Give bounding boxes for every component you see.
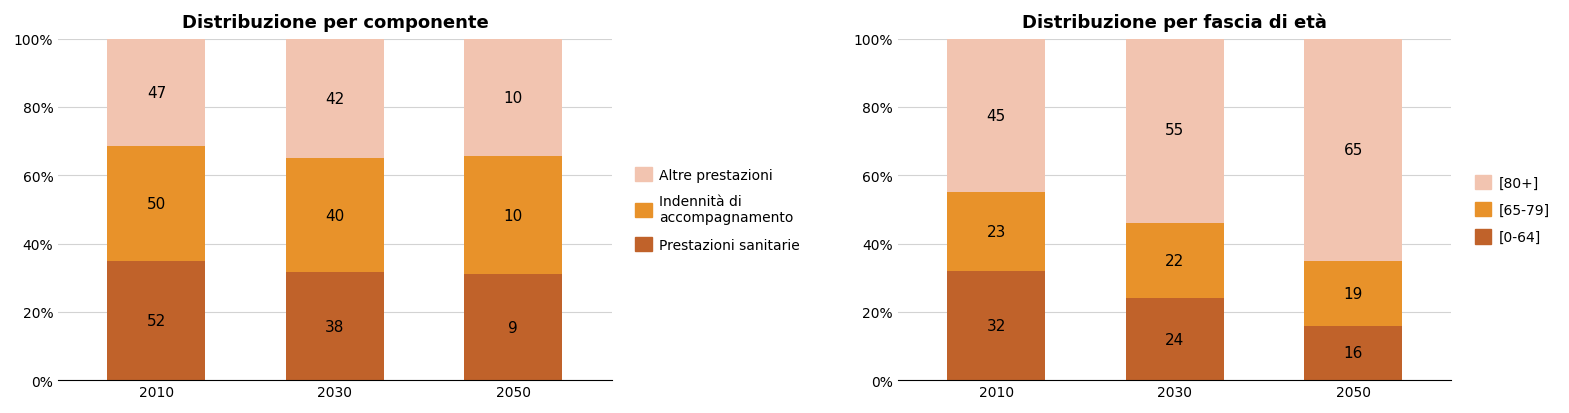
Text: 10: 10 [504,208,522,223]
Text: 9: 9 [508,320,518,335]
Text: 45: 45 [987,109,1006,123]
Bar [948,271,1045,380]
Bar [286,39,384,159]
Text: 32: 32 [987,318,1006,333]
Text: 23: 23 [987,225,1006,240]
Bar [948,39,1045,193]
Text: 38: 38 [325,319,345,334]
Bar [286,272,384,380]
Text: 52: 52 [147,313,166,328]
Bar [107,147,206,261]
Bar [1125,299,1224,380]
Text: 19: 19 [1343,286,1363,301]
Text: 47: 47 [147,85,166,101]
Text: 22: 22 [1166,254,1185,268]
Title: Distribuzione per fascia di età: Distribuzione per fascia di età [1021,14,1327,32]
Bar [948,193,1045,271]
Text: 65: 65 [1343,143,1363,158]
Bar [1125,223,1224,299]
Bar [1125,36,1224,223]
Text: 50: 50 [147,197,166,211]
Text: 24: 24 [1166,332,1185,347]
Bar [464,275,562,380]
Text: 16: 16 [1343,346,1363,361]
Bar [286,159,384,272]
Title: Distribuzione per componente: Distribuzione per componente [182,14,488,32]
Bar [107,261,206,380]
Bar [1304,39,1403,261]
Legend: [80+], [65-79], [0-64]: [80+], [65-79], [0-64] [1469,170,1555,250]
Legend: Altre prestazioni, Indennità di
accompagnamento, Prestazioni sanitarie: Altre prestazioni, Indennità di accompag… [629,162,805,258]
Text: 40: 40 [325,208,345,223]
Text: 55: 55 [1166,122,1185,137]
Bar [1304,261,1403,326]
Bar [464,39,562,157]
Text: 10: 10 [504,91,522,106]
Text: 42: 42 [325,92,345,107]
Bar [107,39,206,147]
Bar [1304,326,1403,380]
Bar [464,157,562,275]
